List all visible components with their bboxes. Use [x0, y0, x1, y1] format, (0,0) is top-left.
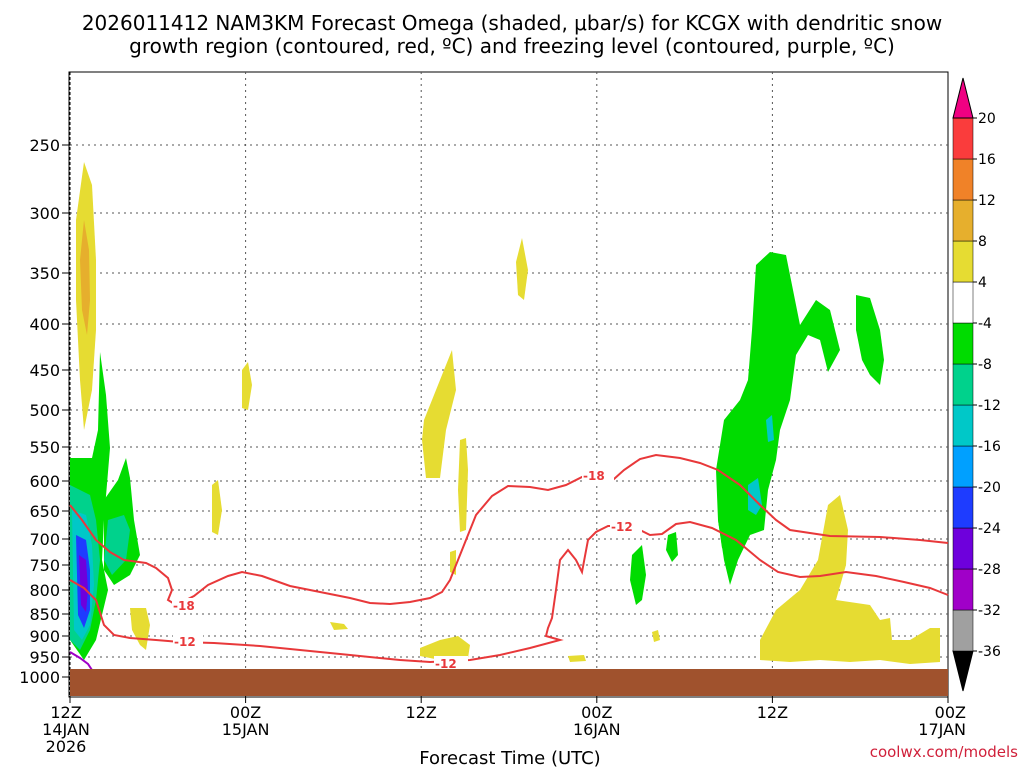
- y-tick-label: 250: [29, 136, 60, 155]
- y-tick-label: 850: [29, 605, 60, 624]
- omega-yellow-right: [760, 495, 940, 664]
- x-tick-label: 00Z: [935, 703, 966, 722]
- contour-label-bg-3: [582, 468, 614, 482]
- omega-teal-right2: [748, 478, 762, 515]
- colorbar-label: -12: [978, 398, 1001, 414]
- contour-label-5: -12: [435, 657, 457, 671]
- x-tick-label: 17JAN: [918, 720, 966, 739]
- colorbar-label: -28: [978, 562, 1001, 578]
- y-axis: 250 300 350 400 450 500 550 600 650 700 750 800 850 9…: [19, 136, 70, 687]
- x-tick-label: 15JAN: [222, 720, 270, 739]
- contour-label-bg-4: [610, 519, 642, 533]
- x-tick-label: 12Z: [406, 703, 437, 722]
- colorbar-segment: [952, 199, 974, 242]
- y-tick-label: 550: [29, 438, 60, 457]
- colorbar-min-arrow: [952, 650, 974, 692]
- chart-subtitle: growth region (contoured, red, ºC) and f…: [129, 34, 895, 58]
- contour-label-2: -12: [174, 635, 196, 649]
- colorbar-segment: [952, 322, 974, 365]
- contour-freezing: [69, 651, 93, 671]
- omega-orange-top: [80, 220, 90, 335]
- colorbar-segment: [952, 363, 974, 406]
- colorbar-label: -36: [978, 644, 1001, 660]
- colorbar-label: -32: [978, 603, 1001, 619]
- y-tick-label: 300: [29, 204, 60, 223]
- contour-label-4: -12: [611, 520, 633, 534]
- colorbar-label: -8: [978, 357, 992, 373]
- colorbar-label: 16: [978, 152, 996, 168]
- omega-green-right: [716, 252, 840, 585]
- omega-yellow-d: [330, 622, 348, 630]
- y-tick-label: 700: [29, 530, 60, 549]
- x-tick-label: 12Z: [757, 703, 788, 722]
- contour-label-bg-5: [434, 656, 468, 670]
- x-tick-label: 00Z: [230, 703, 261, 722]
- contour-label-bg-1: [172, 598, 202, 612]
- y-tick-label: 450: [29, 361, 60, 380]
- colorbar-label: -16: [978, 439, 1001, 455]
- y-tick-label: 350: [29, 264, 60, 283]
- contour-minus18: [69, 453, 949, 607]
- omega-teal-right: [766, 415, 774, 442]
- x-tick-label: 2026: [46, 737, 87, 756]
- colorbar-segment: [952, 158, 974, 201]
- contour-label-bg-2: [173, 634, 203, 648]
- x-tick-label: 12Z: [50, 703, 81, 722]
- colorbar-label: -20: [978, 480, 1001, 496]
- y-tick-label: 950: [29, 648, 60, 667]
- omega-purple-left: [79, 555, 88, 612]
- colorbar-segment: [952, 117, 974, 160]
- y-tick-label: 500: [29, 401, 60, 420]
- omega-yellow-f: [458, 438, 468, 532]
- omega-green-right2: [856, 295, 884, 385]
- colorbar-segment: [952, 404, 974, 447]
- colorbar-max-arrow: [952, 77, 974, 119]
- ground-terrain: [70, 669, 948, 696]
- omega-yellow-c: [212, 480, 222, 535]
- contour-label-3: -18: [583, 469, 605, 483]
- y-tick-label: 800: [29, 581, 60, 600]
- colorbar-label: 12: [978, 193, 996, 209]
- y-tick-label: 650: [29, 502, 60, 521]
- x-tick-label: 16JAN: [573, 720, 621, 739]
- colorbar-segment: [952, 486, 974, 529]
- colorbar-label: 8: [978, 234, 987, 250]
- x-axis-label: Forecast Time (UTC): [419, 748, 600, 768]
- colorbar-segment: [952, 527, 974, 570]
- omega-yellow-b: [242, 362, 252, 410]
- colorbar-segment: [952, 609, 974, 652]
- colorbar: -36 -32 -28 -24 -20 -16 -12 -8 -4 4 8 12 16 20: [952, 77, 1001, 692]
- colorbar-segment: [952, 240, 974, 283]
- contour-label-1: -18: [173, 599, 195, 613]
- colorbar-segment: [952, 281, 974, 324]
- colorbar-label: 20: [978, 111, 996, 127]
- colorbar-label: -4: [978, 316, 992, 332]
- credit-text: coolwx.com/models: [870, 743, 1018, 761]
- omega-green-right3: [630, 545, 646, 605]
- x-tick-label: 00Z: [581, 703, 612, 722]
- x-tick-label: 14JAN: [42, 720, 90, 739]
- colorbar-label: 4: [978, 275, 987, 291]
- colorbar-segment: [952, 568, 974, 611]
- y-tick-label: 400: [29, 315, 60, 334]
- y-tick-label: 600: [29, 472, 60, 491]
- omega-yellow-i: [420, 636, 470, 660]
- y-tick-label: 750: [29, 556, 60, 575]
- colorbar-label: -24: [978, 521, 1001, 537]
- y-tick-label: 1000: [19, 668, 60, 687]
- omega-yellow-k: [652, 630, 660, 642]
- omega-green-right4: [666, 532, 678, 562]
- y-tick-label: 900: [29, 627, 60, 646]
- omega-yellow-j: [568, 655, 586, 662]
- omega-yellow-e: [422, 350, 456, 478]
- omega-yellow-h: [516, 238, 528, 300]
- colorbar-segment: [952, 445, 974, 488]
- omega-shading: [70, 162, 940, 664]
- contours: -18 -12 -18 -12 -12: [69, 453, 949, 671]
- chart-title: 2026011412 NAM3KM Forecast Omega (shaded…: [82, 11, 942, 35]
